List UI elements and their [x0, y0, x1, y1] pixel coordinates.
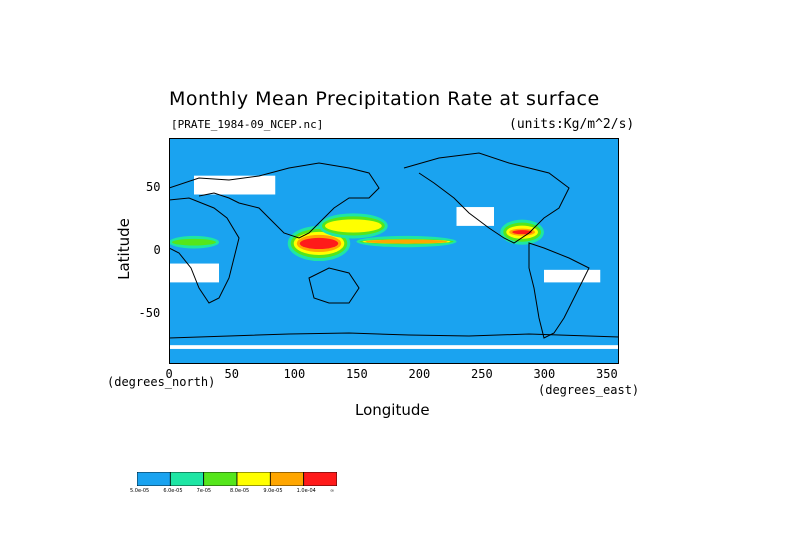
coastline-australia: [308, 267, 360, 304]
x-axis-label: Longitude: [355, 401, 430, 419]
coastline-antarctica: [169, 332, 619, 339]
x-tick-label: 350: [596, 367, 618, 381]
precip-region-1: [299, 237, 339, 250]
plot-frame: [169, 138, 619, 364]
dry-area-2: [169, 345, 619, 349]
colorbar-label: 7e-05: [196, 488, 212, 494]
coastline-eurasia: [169, 162, 380, 239]
coastline-africa: [169, 197, 240, 304]
x-tick-label: 100: [283, 367, 306, 381]
x-tick-label: 300: [533, 367, 556, 381]
chart-title: Monthly Mean Precipitation Rate at surfa…: [169, 88, 600, 110]
x-tick-label: 200: [408, 367, 431, 381]
colorbar-label: 8.0e-05: [230, 488, 250, 494]
colorbar: [137, 472, 337, 486]
y-tick-label: 50: [146, 180, 161, 195]
precip-region-2: [512, 230, 532, 235]
x-tick-label: 0: [165, 367, 173, 381]
y-tick-label: 0: [153, 243, 161, 257]
colorbar-swatch: [269, 472, 305, 486]
dry-area-0: [194, 175, 276, 195]
precip-regions: [169, 213, 544, 262]
colorbar-label: 9.0e-05: [263, 488, 283, 494]
x-tick-label: 150: [346, 367, 368, 381]
map-plot-area: [169, 138, 619, 364]
x-tick-label: 50: [224, 367, 239, 381]
precip-region-3: [325, 219, 382, 233]
coastline-north-america: [403, 152, 570, 244]
dry-area-1: [169, 263, 219, 283]
colorbar-swatch: [236, 472, 271, 486]
colorbar-swatch: [169, 472, 205, 486]
dataset-label: [PRATE_1984-09_NCEP.nc]: [171, 118, 324, 131]
colorbar-label: 5.0e-05: [130, 488, 150, 494]
colorbar-label: ∞: [330, 488, 335, 494]
precip-region-0: [365, 239, 448, 244]
y-axis-label: Latitude: [115, 218, 133, 280]
dry-area-4: [456, 207, 494, 226]
coastlines: [169, 152, 619, 339]
y-unit-label: (degrees_north): [107, 375, 216, 389]
colorbar-label: 6.0e-05: [163, 488, 183, 494]
dry-area-3: [544, 269, 601, 283]
y-tick-label: -50: [138, 305, 161, 320]
colorbar-label: 1.0e-04: [296, 488, 316, 494]
x-tick-label: 250: [471, 367, 493, 381]
colorbar-swatch: [203, 472, 238, 486]
precip-region-4: [172, 238, 216, 246]
units-label: (units:Kg/m^2/s): [509, 117, 635, 132]
dry-regions: [169, 175, 619, 349]
colorbar-swatch: [137, 472, 171, 486]
x-unit-label: (degrees_east): [538, 383, 640, 397]
colorbar-swatch: [303, 472, 337, 486]
coastline-south-america: [528, 242, 590, 339]
